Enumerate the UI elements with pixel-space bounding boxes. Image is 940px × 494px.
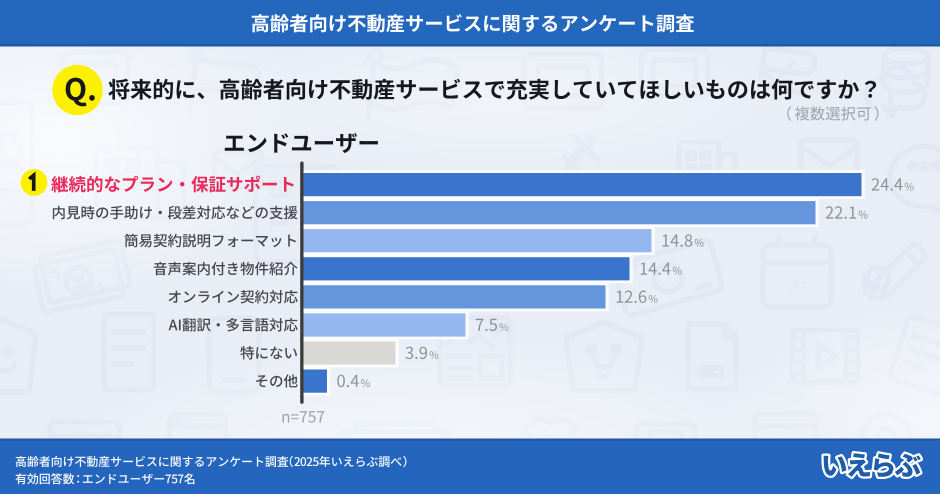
svg-text:31: 31 xyxy=(790,279,808,296)
